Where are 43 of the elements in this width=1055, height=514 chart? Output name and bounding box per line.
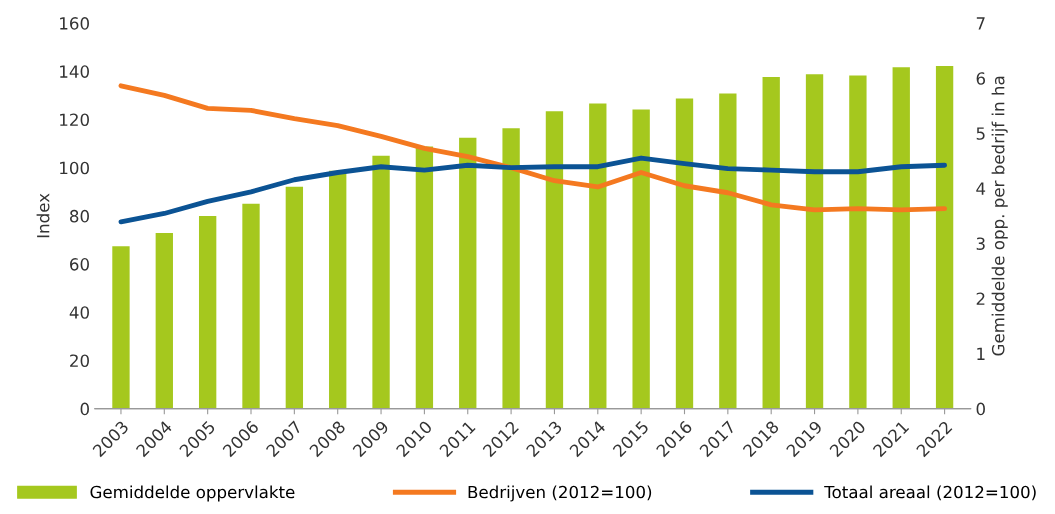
y-tick-label: 160 xyxy=(60,17,89,30)
y-tick-label: 20 xyxy=(70,354,89,368)
y2-tick-label: 4 xyxy=(976,182,986,195)
bar xyxy=(632,109,650,409)
bar xyxy=(242,203,260,409)
bar xyxy=(762,77,780,409)
y2-tick-label: 3 xyxy=(976,237,985,250)
bar xyxy=(502,128,520,409)
legend-label: Bedrijven (2012=100) xyxy=(468,485,652,502)
y-tick-label: 120 xyxy=(60,113,89,127)
y-tick-label: 100 xyxy=(60,161,89,175)
y2-tick-label: 2 xyxy=(976,292,985,305)
bar xyxy=(459,137,477,409)
y2-axis-title: Gemiddelde opp. per bedrijf in ha xyxy=(991,76,1008,356)
y2-tick-label: 7 xyxy=(976,17,985,30)
y-tick-label: 40 xyxy=(69,306,89,319)
bar xyxy=(589,103,607,409)
y-axis-title: Index xyxy=(36,193,50,238)
y2-tick-label: 0 xyxy=(976,402,985,416)
legend-label: Totaal areaal (2012=100) xyxy=(824,485,1036,501)
bar xyxy=(155,232,173,409)
bar xyxy=(805,74,824,409)
bar xyxy=(675,98,694,409)
bar xyxy=(285,186,304,409)
y-tick-label: 0 xyxy=(80,402,89,416)
bar xyxy=(892,67,910,409)
bar xyxy=(415,146,434,409)
legend-label: Gemiddelde oppervlakte xyxy=(90,485,295,502)
y-tick-label: 140 xyxy=(60,65,89,78)
y2-tick-label: 1 xyxy=(977,347,985,360)
bar xyxy=(198,215,217,409)
bar xyxy=(935,66,954,409)
bar xyxy=(112,246,130,409)
y2-tick-label: 6 xyxy=(976,72,986,85)
line-series xyxy=(118,83,948,213)
y2-tick-label: 5 xyxy=(976,127,985,140)
y-tick-label: 80 xyxy=(70,209,89,223)
bar xyxy=(719,93,737,409)
line-series xyxy=(118,155,948,225)
y-tick-label: 60 xyxy=(70,258,89,271)
bar xyxy=(545,111,564,409)
bar xyxy=(372,155,390,409)
bar xyxy=(849,75,867,409)
